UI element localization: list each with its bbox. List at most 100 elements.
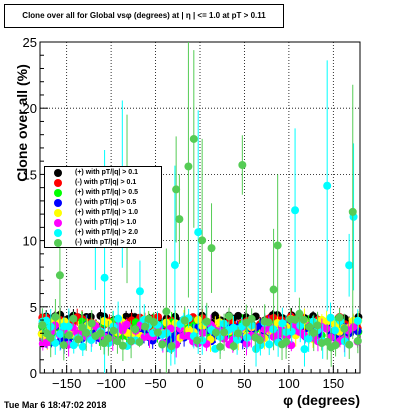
data-point: [265, 340, 274, 349]
y-tick-label: 0: [30, 366, 37, 381]
data-point: [304, 334, 313, 343]
data-point: [198, 329, 207, 338]
data-point: [331, 341, 340, 350]
y-tick-label: 25: [23, 35, 37, 50]
legend-swatch: [54, 229, 62, 237]
legend-swatch: [54, 169, 62, 177]
data-point: [109, 326, 118, 335]
data-point: [238, 160, 247, 169]
data-point: [299, 315, 308, 324]
y-tick-label: 15: [23, 167, 37, 182]
legend: (+) with pT/|q| > 0.1 (-) with pT/|q| > …: [44, 166, 162, 248]
data-point: [87, 319, 96, 328]
data-point: [118, 326, 127, 335]
data-point: [65, 331, 74, 340]
data-point: [180, 316, 189, 325]
legend-label: (-) with pT/|q| > 0.1: [75, 179, 137, 186]
data-point: [273, 241, 282, 250]
data-point: [282, 337, 291, 346]
data-point: [118, 341, 127, 350]
data-point: [113, 337, 122, 346]
y-axis-label: Clone over all (%): [14, 64, 30, 182]
data-point: [291, 315, 300, 324]
x-tick-label: 0: [196, 376, 203, 391]
data-point: [64, 322, 73, 331]
data-point: [340, 324, 349, 333]
legend-item: (+) with pT/|q| > 0.1: [45, 168, 163, 178]
y-tick-label: 10: [23, 234, 37, 249]
legend-item: (-) with pT/|q| > 2.0: [45, 238, 163, 248]
data-point: [38, 321, 47, 330]
data-point: [162, 307, 171, 316]
legend-label: (-) with pT/|q| > 0.5: [75, 199, 137, 206]
data-point: [46, 333, 55, 342]
data-point: [234, 329, 243, 338]
data-point: [82, 328, 91, 337]
data-point: [194, 228, 203, 237]
data-point: [175, 215, 184, 224]
data-point: [211, 328, 220, 337]
legend-swatch: [54, 189, 62, 197]
y-tick-label: 5: [30, 300, 37, 315]
data-point: [100, 273, 109, 282]
data-point: [216, 342, 225, 351]
data-point: [323, 181, 332, 190]
data-point: [322, 324, 331, 333]
data-point: [309, 328, 318, 337]
data-point: [264, 318, 273, 327]
data-point: [78, 323, 87, 332]
data-point: [74, 335, 83, 344]
data-point: [158, 340, 167, 349]
data-point: [211, 311, 220, 320]
x-tick-label: 50: [237, 376, 251, 391]
data-point: [335, 313, 344, 322]
data-point: [131, 325, 140, 334]
data-point: [122, 320, 131, 329]
legend-item: (-) with pT/|q| > 0.1: [45, 178, 163, 188]
data-point: [172, 185, 181, 194]
legend-swatch: [54, 239, 62, 247]
data-point: [141, 322, 150, 331]
data-point: [193, 336, 202, 345]
timestamp: Tue Mar 6 18:47:02 2018: [4, 400, 107, 410]
data-point: [323, 337, 332, 346]
data-point: [149, 318, 158, 327]
data-point: [104, 334, 113, 343]
data-point: [291, 206, 300, 215]
legend-label: (-) with pT/|q| > 1.0: [75, 219, 137, 226]
legend-item: (+) with pT/|q| > 2.0: [45, 228, 163, 238]
legend-label: (+) with pT/|q| > 0.1: [75, 169, 139, 176]
data-point: [135, 287, 144, 296]
data-point: [56, 330, 65, 339]
legend-label: (+) with pT/|q| > 0.5: [75, 189, 139, 196]
data-point: [207, 244, 216, 253]
data-point: [69, 341, 78, 350]
legend-swatch: [54, 199, 62, 207]
data-point: [305, 322, 314, 331]
legend-swatch: [54, 219, 62, 227]
data-point: [189, 134, 198, 143]
data-point: [234, 311, 243, 320]
data-point: [278, 319, 287, 328]
x-tick-label: −150: [52, 376, 81, 391]
data-point: [300, 345, 309, 354]
data-point: [345, 340, 354, 349]
data-point: [353, 336, 362, 345]
legend-swatch: [54, 179, 62, 187]
data-point: [153, 328, 162, 337]
data-point: [349, 323, 358, 332]
data-point: [295, 309, 304, 318]
legend-item: (+) with pT/|q| > 0.5: [45, 188, 163, 198]
legend-label: (+) with pT/|q| > 1.0: [75, 209, 139, 216]
data-point: [287, 327, 296, 336]
data-point: [243, 333, 252, 342]
legend-item: (+) with pT/|q| > 1.0: [45, 208, 163, 218]
data-point: [127, 337, 136, 346]
data-point: [224, 312, 233, 321]
data-point: [78, 342, 87, 351]
data-point: [114, 314, 123, 323]
data-point: [135, 338, 144, 347]
y-tick-label: 20: [23, 101, 37, 116]
data-point: [348, 207, 357, 216]
